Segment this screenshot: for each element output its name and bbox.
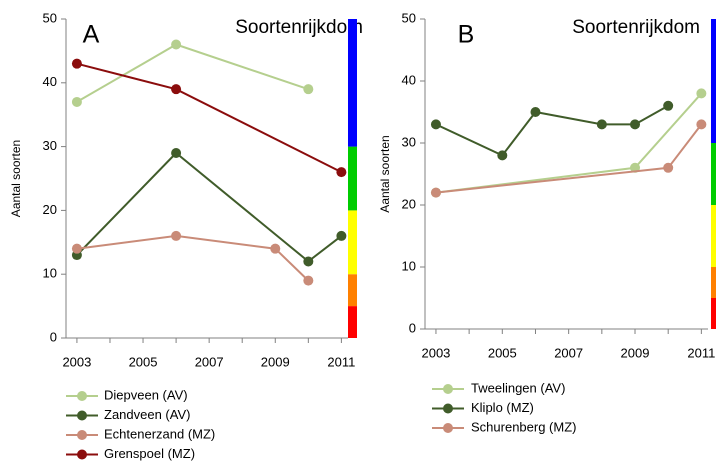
x-tick-label: 2005 — [488, 345, 517, 360]
y-tick-label: 50 — [43, 10, 57, 25]
legend-marker — [443, 423, 453, 433]
scale-bar-segment — [711, 143, 716, 205]
y-tick-label: 30 — [43, 138, 57, 153]
series-zandveen-av — [71, 147, 347, 267]
legend-label: Grenspoel (MZ) — [104, 446, 195, 461]
legend-label: Schurenberg (MZ) — [471, 419, 576, 434]
y-tick-label: 40 — [43, 74, 57, 89]
y-tick-label: 10 — [43, 266, 57, 281]
y-axis-label: Aantal soorten — [9, 140, 23, 217]
chart-title: Soortenrijkdom — [235, 17, 363, 38]
data-point — [430, 119, 441, 130]
x-tick-label: 2009 — [261, 354, 290, 369]
x-tick-label: 2005 — [129, 354, 158, 369]
scale-bar-segment — [711, 205, 716, 267]
legend-entry: Grenspoel (MZ) — [66, 446, 195, 461]
legend-entry: Diepveen (AV) — [66, 387, 188, 402]
series-schurenberg-mz — [430, 119, 707, 198]
panel-label: B — [458, 21, 475, 49]
scale-bar-segment — [711, 298, 716, 329]
chart-title: Soortenrijkdom — [572, 17, 700, 38]
series-diepveen-av — [71, 39, 314, 107]
data-point — [696, 88, 707, 99]
series-line — [435, 123, 703, 194]
y-axis-label: Aantal soorten — [378, 135, 392, 212]
y-tick-label: 0 — [50, 329, 57, 344]
legend-marker — [77, 410, 87, 421]
scale-bar-segment — [711, 267, 716, 298]
x-tick-label: 2011 — [327, 354, 355, 369]
legend-marker — [443, 403, 453, 414]
scale-bar-segment — [711, 19, 716, 143]
x-tick-label: 2007 — [554, 345, 583, 360]
legend-marker — [77, 449, 87, 460]
x-tick-label: 2009 — [621, 345, 650, 360]
data-point — [171, 84, 182, 95]
legend-label: Echtenerzand (MZ) — [104, 426, 215, 441]
data-point — [171, 147, 182, 158]
y-tick-label: 20 — [43, 202, 57, 217]
data-point — [630, 119, 641, 130]
data-point — [270, 243, 281, 254]
scale-bar-segment — [348, 146, 357, 211]
data-point — [336, 230, 347, 241]
y-tick-label: 30 — [402, 134, 416, 149]
series-grenspoel-mz — [71, 58, 347, 178]
legend-entry: Schurenberg (MZ) — [432, 419, 576, 434]
series-echtenerzand-mz — [71, 230, 314, 286]
y-tick-label: 40 — [402, 72, 416, 87]
x-tick-label: 2003 — [62, 354, 91, 369]
chart-panel-b: B Soortenrijkdom Aantal soorten 0 10 20 30 40 50… — [378, 10, 716, 434]
series-line — [76, 43, 309, 103]
x-tick-label: 2007 — [195, 354, 224, 369]
y-tick-label: 10 — [402, 258, 416, 273]
data-point — [663, 162, 674, 173]
legend-label: Tweelingen (AV) — [471, 380, 565, 395]
data-point — [596, 119, 607, 130]
legend-label: Zandveen (AV) — [104, 407, 190, 422]
legend-marker — [77, 391, 87, 401]
legend-entry: Kliplo (MZ) — [432, 400, 534, 415]
legend-entry: Tweelingen (AV) — [432, 380, 565, 395]
data-point — [71, 243, 82, 254]
scale-bar-segment — [348, 19, 357, 147]
data-point — [303, 275, 314, 286]
chart-panel-a: A Soortenrijkdom Aantal soorten 0 10 20 30 40 50… — [9, 10, 363, 461]
scale-bar-segment — [348, 210, 357, 275]
data-point — [171, 230, 182, 241]
scale-bar-segment — [348, 274, 357, 307]
x-tick-label: 2003 — [421, 345, 450, 360]
data-point — [430, 187, 441, 198]
data-point — [303, 256, 314, 267]
data-point — [497, 150, 508, 161]
data-point — [336, 167, 347, 178]
x-tick-label: 2011 — [687, 345, 715, 360]
data-point — [71, 58, 82, 69]
legend-label: Diepveen (AV) — [104, 387, 188, 402]
series-line — [76, 151, 343, 263]
y-tick-label: 0 — [409, 320, 416, 335]
legend-entry: Zandveen (AV) — [66, 407, 190, 422]
legend-label: Kliplo (MZ) — [471, 400, 534, 415]
scale-bar-segment — [348, 306, 357, 338]
series-line — [435, 104, 669, 157]
data-point — [171, 39, 182, 50]
data-point — [530, 107, 541, 117]
data-point — [663, 100, 674, 111]
series-kliplo-mz — [430, 100, 674, 161]
y-tick-label: 20 — [402, 196, 416, 211]
data-point — [71, 96, 82, 107]
data-point — [303, 84, 314, 95]
legend-marker — [77, 430, 87, 440]
series-line — [76, 234, 309, 282]
panel-label: A — [83, 21, 100, 49]
y-tick-label: 50 — [402, 10, 416, 25]
data-point — [696, 119, 707, 130]
legend-marker — [443, 384, 453, 394]
legend-entry: Echtenerzand (MZ) — [66, 426, 215, 441]
